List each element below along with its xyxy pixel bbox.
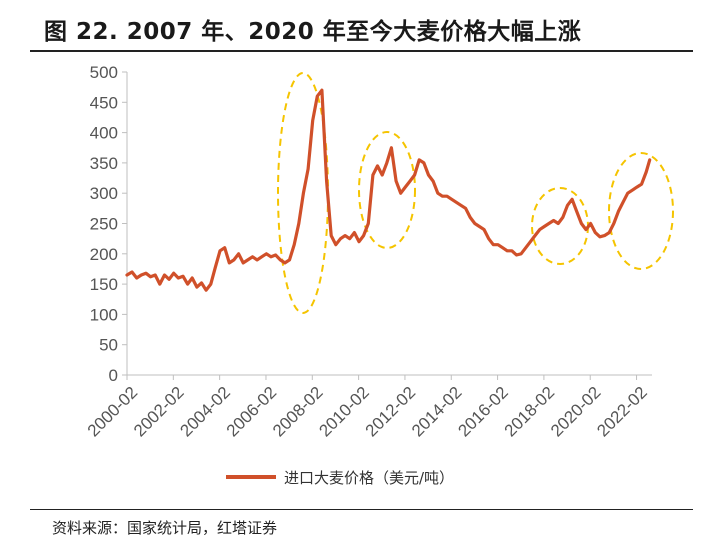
x-tick-label: 2020-02 (547, 383, 605, 441)
highlight-ellipse-2 (358, 131, 416, 249)
title-divider (30, 50, 693, 52)
legend-label: 进口大麦价格（美元/吨） (284, 469, 454, 487)
x-tick-label: 2018-02 (501, 383, 559, 441)
x-tick-label: 2014-02 (408, 383, 466, 441)
x-tick-label: 2012-02 (362, 383, 420, 441)
y-tick-label: 0 (109, 366, 118, 385)
highlight-ellipse-4 (608, 152, 674, 270)
series-line-0 (125, 88, 652, 292)
y-tick-label: 250 (90, 215, 118, 234)
x-tick-label: 2008-02 (269, 383, 327, 441)
x-tick-label: 2022-02 (593, 383, 651, 441)
y-tick-label: 400 (90, 124, 118, 143)
y-tick-label: 500 (90, 63, 118, 82)
chart-axes: 0501001502002503003504004505002000-02200… (84, 63, 652, 440)
y-tick-label: 100 (90, 305, 118, 324)
x-tick-label: 2002-02 (130, 383, 188, 441)
x-tick-label: 2000-02 (84, 383, 142, 441)
highlight-ellipses (277, 72, 674, 314)
y-tick-label: 300 (90, 184, 118, 203)
y-tick-label: 450 (90, 93, 118, 112)
source-divider (30, 509, 693, 510)
y-tick-label: 50 (99, 336, 118, 355)
chart-legend: 进口大麦价格（美元/吨） (226, 469, 454, 487)
y-tick-label: 200 (90, 245, 118, 264)
source-note: 资料来源：国家统计局，红塔证券 (52, 519, 278, 537)
x-tick-label: 2016-02 (454, 383, 512, 441)
y-tick-label: 150 (90, 275, 118, 294)
x-tick-label: 2006-02 (223, 383, 281, 441)
page-title: 图 22. 2007 年、2020 年至今大麦价格大幅上涨 (44, 19, 582, 45)
x-tick-label: 2010-02 (315, 383, 373, 441)
highlight-ellipse-3 (531, 187, 589, 265)
y-tick-label: 350 (90, 154, 118, 173)
plot-area (125, 88, 652, 292)
x-tick-label: 2004-02 (176, 383, 234, 441)
